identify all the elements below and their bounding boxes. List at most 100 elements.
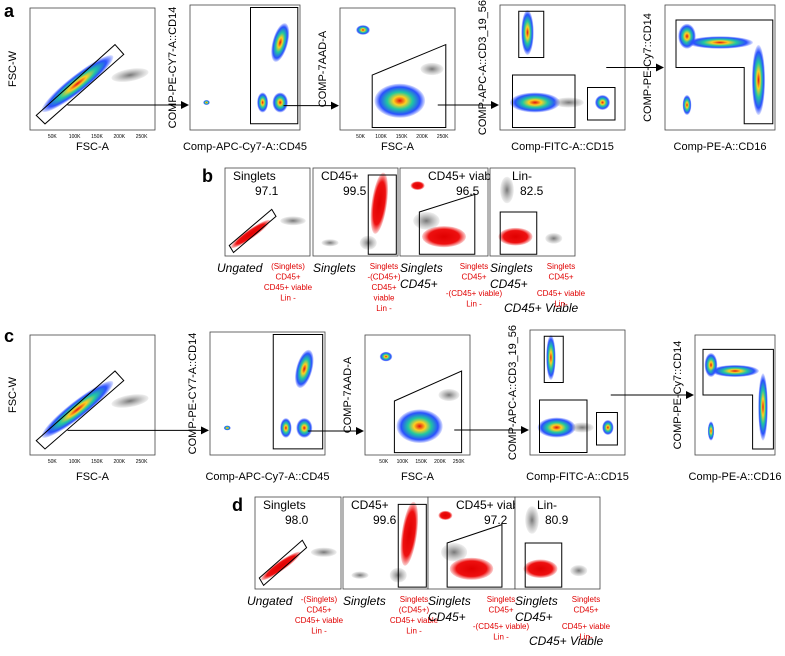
excluded-label: Singlets xyxy=(460,262,488,271)
gate xyxy=(371,43,447,129)
panel-letter: a xyxy=(4,1,15,21)
event-density xyxy=(523,559,558,578)
x-tick-label: 200K xyxy=(434,459,446,465)
event-density xyxy=(420,62,444,76)
event-density xyxy=(521,10,534,55)
event-density xyxy=(41,380,114,438)
excluded-label: Lin - xyxy=(493,633,509,642)
event-density xyxy=(257,92,269,113)
x-axis-label: FSC-A xyxy=(76,141,110,153)
event-density xyxy=(260,551,301,581)
y-axis-label: COMP-PE-CY7-A::CD14 xyxy=(187,333,199,455)
population-label: CD45+ xyxy=(515,610,553,624)
x-axis-label: Comp-FITC-A::CD15 xyxy=(526,471,629,483)
gate xyxy=(539,399,588,453)
y-axis-label: FSC-W xyxy=(7,50,19,87)
event-density xyxy=(525,506,539,534)
excluded-label: CD45+ viable xyxy=(390,616,439,625)
event-density xyxy=(751,45,766,115)
y-axis-label: COMP-7AAD-A xyxy=(317,30,329,107)
gate xyxy=(587,87,616,121)
event-density xyxy=(441,543,468,562)
gate xyxy=(272,333,324,450)
event-density xyxy=(280,216,306,226)
excluded-label: CD45+ xyxy=(306,606,331,615)
panel-letter: d xyxy=(232,495,243,515)
x-tick-label: 250K xyxy=(453,459,465,465)
gate xyxy=(543,335,564,383)
population-label: Singlets xyxy=(515,594,558,608)
excluded-label: Singlets xyxy=(487,595,515,604)
gate xyxy=(228,208,277,254)
event-density xyxy=(438,510,453,520)
gate xyxy=(702,348,774,450)
population-label: CD45+ xyxy=(490,277,528,291)
x-tick-label: 100K xyxy=(69,134,81,140)
excluded-label: Singlets xyxy=(572,595,600,604)
y-axis-label: COMP-APC-A::CD3_19_56 xyxy=(507,325,519,460)
excluded-label: CD45+ xyxy=(461,273,486,282)
event-density xyxy=(595,95,610,110)
excluded-label: Lin - xyxy=(311,627,327,636)
panel-letter: c xyxy=(4,326,14,346)
event-density xyxy=(553,97,584,108)
event-density xyxy=(707,421,715,441)
population-label: Ungated xyxy=(217,261,263,275)
event-density xyxy=(223,425,231,431)
x-tick-label: 250K xyxy=(136,134,148,140)
gate xyxy=(418,193,476,255)
y-axis-label: COMP-APC-A::CD3_19_56 xyxy=(477,0,489,135)
gate-name: CD45+ viable xyxy=(428,169,501,183)
x-tick-label: 200K xyxy=(113,459,125,465)
excluded-label: CD45+ viable xyxy=(295,616,344,625)
excluded-label: CD45+ viable xyxy=(562,622,611,631)
event-density xyxy=(570,565,588,577)
excluded-label: -(Singlets) xyxy=(301,595,338,604)
event-density xyxy=(280,418,292,438)
excluded-label: Lin - xyxy=(406,627,422,636)
gate xyxy=(446,523,503,588)
x-tick-label: 50K xyxy=(379,459,389,465)
gate-value: 82.5 xyxy=(520,184,544,198)
gate xyxy=(397,503,427,588)
event-density xyxy=(41,55,114,113)
event-density xyxy=(374,83,426,118)
event-density xyxy=(296,418,313,438)
event-density xyxy=(537,417,576,438)
population-label: CD45+ Viable xyxy=(504,301,578,315)
x-axis-label: Comp-PE-A::CD16 xyxy=(674,141,767,153)
excluded-label: Lin - xyxy=(280,294,296,303)
gate xyxy=(675,19,774,125)
population-label: Singlets xyxy=(490,261,533,275)
gate-name: CD45+ xyxy=(351,498,389,512)
y-axis-label: FSC-W xyxy=(7,376,19,413)
gate-value: 98.0 xyxy=(285,513,309,527)
excluded-label: CD45+ xyxy=(548,273,573,282)
x-tick-label: 100K xyxy=(375,134,387,140)
gate xyxy=(518,10,545,58)
excluded-label: Lin- xyxy=(554,300,568,309)
y-axis-label: COMP-7AAD-A xyxy=(342,356,354,433)
plot-frame xyxy=(224,167,311,257)
population-label: Singlets xyxy=(428,594,471,608)
event-density xyxy=(410,181,425,191)
gate xyxy=(250,7,299,125)
x-tick-label: 150K xyxy=(91,459,103,465)
excluded-label: CD45+ xyxy=(371,283,396,292)
excluded-label: CD45+ viable xyxy=(537,289,586,298)
x-axis-label: Comp-PE-A::CD16 xyxy=(689,471,782,483)
gate xyxy=(367,174,397,255)
gate xyxy=(35,370,125,450)
event-density xyxy=(687,36,753,49)
gate-name: CD45+ xyxy=(321,169,359,183)
event-density xyxy=(356,25,370,35)
population-label: Ungated xyxy=(247,594,293,608)
x-tick-label: 150K xyxy=(91,134,103,140)
x-tick-label: 100K xyxy=(397,459,409,465)
panel-letter: b xyxy=(202,166,213,186)
excluded-label: Singlets xyxy=(547,262,575,271)
gate xyxy=(35,43,125,125)
excluded-label: -(CD45+ viable) xyxy=(446,289,503,298)
excluded-label: -(CD45+ viable) xyxy=(473,622,530,631)
